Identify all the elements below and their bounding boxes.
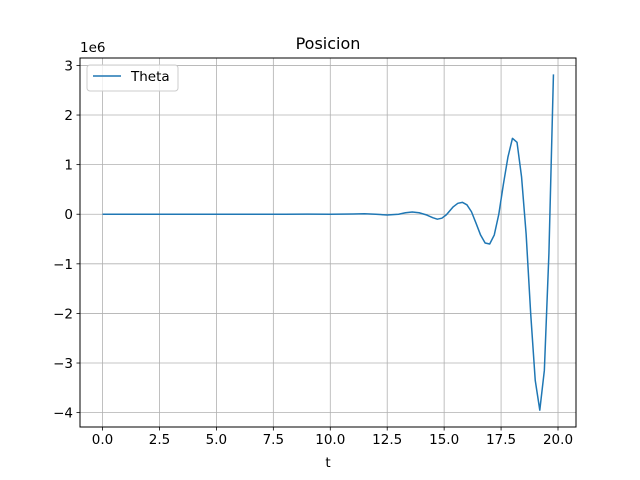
chart-title: Posicion: [296, 34, 361, 53]
x-tick-label: 10.0: [315, 432, 345, 448]
y-tick-label: 2: [64, 108, 73, 124]
x-tick-label: 12.5: [372, 432, 402, 448]
x-tick-label: 17.5: [486, 432, 516, 448]
legend-box: [86, 64, 179, 92]
legend: Theta: [86, 64, 179, 92]
y-offset-label: 1e6: [80, 40, 105, 56]
y-tick-label: 3: [64, 58, 73, 74]
x-tick-label: 7.5: [263, 432, 284, 448]
y-tick-label: −1: [53, 257, 73, 273]
series-line-theta: [102, 74, 555, 411]
x-tick-label: 15.0: [429, 432, 459, 448]
x-tick-label: 20.0: [543, 432, 573, 448]
x-tick-label: 0.0: [92, 432, 113, 448]
axes-frame: [79, 57, 577, 428]
y-tick-label: 1: [64, 158, 73, 174]
y-tick-label: −3: [53, 356, 73, 372]
x-axis-ticks: 0.0 2.5 5.0 7.5 10.0 12.5 15.0 17.5 20.0: [92, 427, 573, 448]
x-axis-label: t: [325, 455, 330, 471]
y-axis-ticks: −4 −3 −2 −1 0 1 2 3: [53, 58, 80, 422]
y-tick-label: −4: [53, 406, 73, 422]
x-tick-label: 5.0: [206, 432, 227, 448]
series-layer: [102, 74, 555, 411]
legend-label-theta: Theta: [130, 69, 170, 85]
y-tick-label: 0: [64, 207, 73, 223]
x-tick-label: 2.5: [149, 432, 170, 448]
y-tick-label: −2: [53, 306, 73, 322]
